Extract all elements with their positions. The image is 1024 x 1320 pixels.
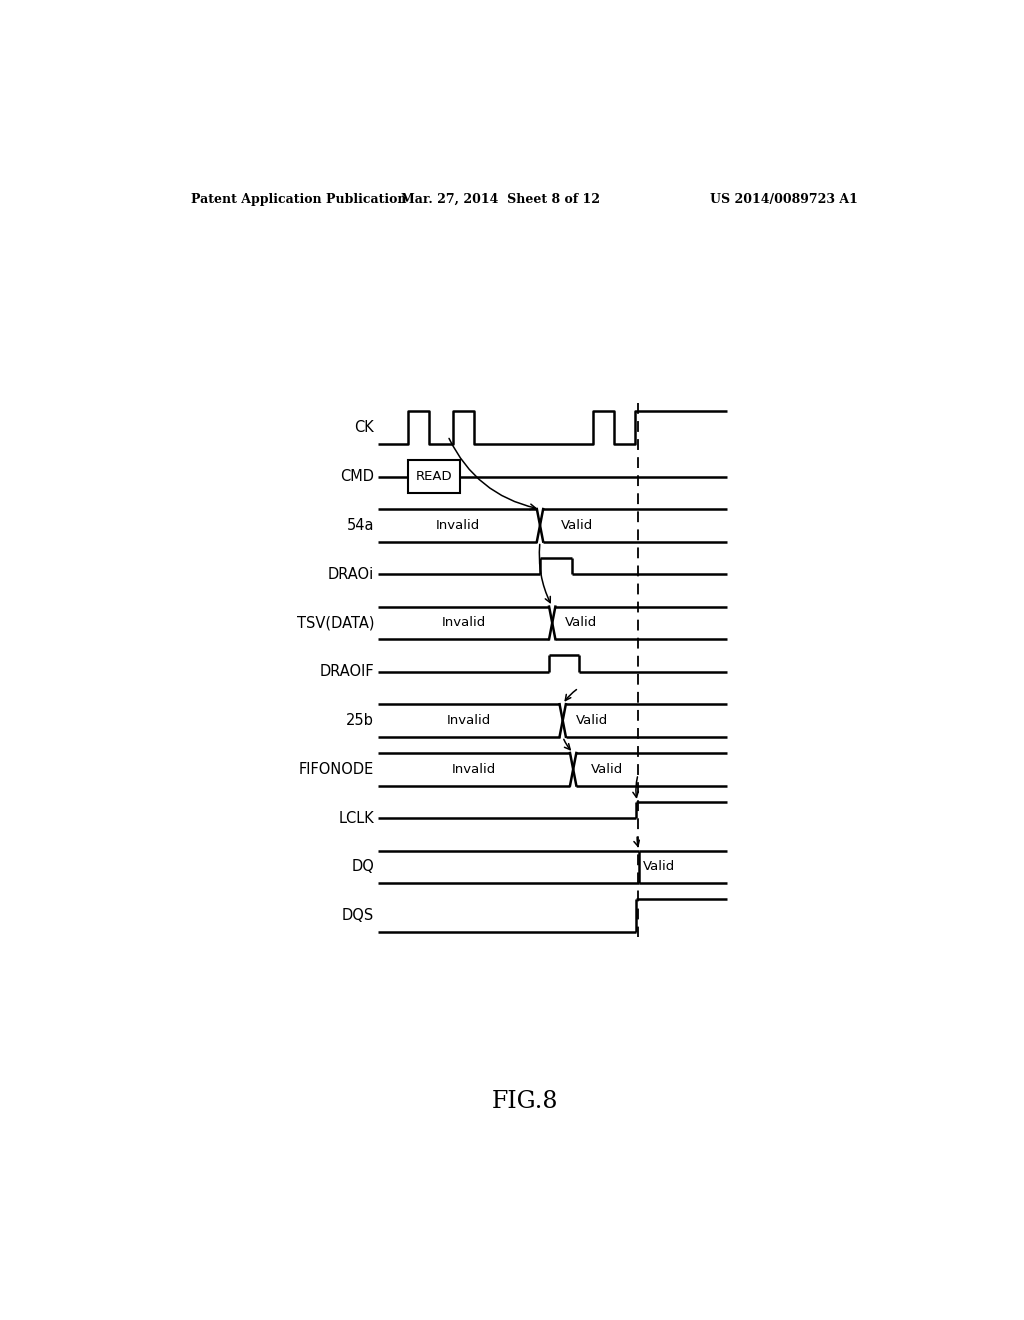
Text: READ: READ bbox=[416, 470, 453, 483]
Text: Patent Application Publication: Patent Application Publication bbox=[191, 193, 407, 206]
Text: Invalid: Invalid bbox=[435, 519, 479, 532]
Text: CMD: CMD bbox=[340, 469, 374, 484]
Text: DRAOi: DRAOi bbox=[328, 566, 374, 582]
Text: TSV(DATA): TSV(DATA) bbox=[297, 615, 374, 631]
Text: DQ: DQ bbox=[351, 859, 374, 874]
Text: DRAOIF: DRAOIF bbox=[319, 664, 374, 680]
Text: FIFONODE: FIFONODE bbox=[299, 762, 374, 776]
Text: Valid: Valid bbox=[575, 714, 608, 727]
Text: LCLK: LCLK bbox=[338, 810, 374, 825]
Text: CK: CK bbox=[354, 420, 374, 436]
Text: Mar. 27, 2014  Sheet 8 of 12: Mar. 27, 2014 Sheet 8 of 12 bbox=[401, 193, 600, 206]
Text: Valid: Valid bbox=[561, 519, 593, 532]
Text: US 2014/0089723 A1: US 2014/0089723 A1 bbox=[711, 193, 858, 206]
Text: FIG.8: FIG.8 bbox=[492, 1090, 558, 1113]
Text: Valid: Valid bbox=[591, 763, 624, 776]
Text: 54a: 54a bbox=[346, 517, 374, 533]
Text: Valid: Valid bbox=[565, 616, 597, 630]
Text: DQS: DQS bbox=[342, 908, 374, 923]
Text: Invalid: Invalid bbox=[452, 763, 497, 776]
Text: 25b: 25b bbox=[346, 713, 374, 727]
Text: Invalid: Invalid bbox=[446, 714, 490, 727]
Text: Valid: Valid bbox=[643, 861, 676, 874]
Text: Invalid: Invalid bbox=[441, 616, 485, 630]
Bar bbox=[408, 461, 460, 492]
